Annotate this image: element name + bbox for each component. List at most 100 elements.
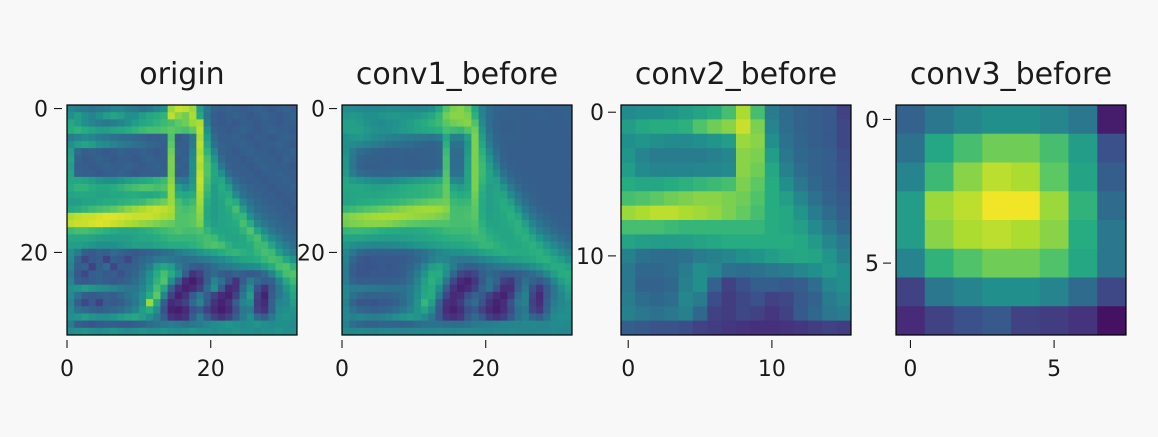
heatmap-cell	[1039, 191, 1069, 221]
heatmap-cell	[261, 313, 269, 322]
heatmap-cell	[282, 291, 291, 300]
heatmap-cell	[74, 263, 82, 271]
heatmap-cell	[282, 105, 291, 113]
heatmap-cell	[203, 126, 212, 135]
heatmap-cell	[131, 105, 140, 113]
heatmap-cell	[110, 112, 118, 120]
heatmap-cell	[449, 198, 458, 207]
heatmap-cell	[521, 234, 530, 242]
heatmap-cell	[356, 140, 364, 149]
heatmap-cell	[124, 198, 133, 207]
heatmap-cell	[167, 306, 176, 314]
heatmap-cell	[356, 291, 364, 300]
heatmap-cell	[435, 155, 444, 163]
heatmap-cell	[464, 126, 472, 135]
heatmap-cell	[370, 284, 379, 293]
heatmap-cell	[485, 313, 494, 322]
heatmap-cell	[492, 126, 501, 135]
heatmap-cell	[536, 306, 544, 314]
heatmap-cell	[435, 212, 444, 221]
heatmap-cell	[736, 320, 751, 336]
heatmap-cell	[399, 284, 408, 293]
heatmap-cell	[807, 234, 823, 250]
heatmap-cell	[239, 212, 248, 221]
heatmap-cell	[182, 191, 190, 199]
heatmap-cell	[550, 184, 559, 192]
heatmap-cell	[536, 205, 544, 214]
heatmap-cell	[268, 270, 276, 278]
heatmap-cell	[822, 320, 838, 336]
heatmap-cell	[102, 212, 111, 221]
heatmap-cell	[564, 220, 573, 228]
heatmap-cell	[110, 234, 118, 242]
heatmap-cell	[413, 140, 422, 149]
heatmap-cell	[153, 227, 161, 235]
heatmap-cell	[564, 148, 573, 156]
heatmap-cell	[246, 133, 255, 142]
heatmap-cell	[217, 270, 226, 278]
heatmap-cell	[793, 220, 809, 235]
heatmap-cell	[146, 234, 154, 242]
heatmap-cell	[514, 176, 523, 185]
heatmap-cell	[464, 241, 472, 250]
heatmap-cell	[478, 133, 487, 142]
heatmap-cell	[514, 155, 523, 163]
heatmap-conv3-before	[896, 105, 1127, 336]
heatmap-cell	[153, 306, 161, 314]
heatmap-cell	[822, 248, 838, 264]
heatmap-cell	[102, 320, 111, 329]
heatmap-cell	[275, 255, 284, 264]
heatmap-cell	[246, 148, 255, 156]
heatmap-cell	[528, 212, 537, 221]
heatmap-cell	[88, 140, 97, 149]
heatmap-cell	[736, 119, 751, 135]
heatmap-cell	[635, 263, 651, 278]
heatmap-cell	[406, 133, 415, 142]
heatmap-cell	[392, 234, 400, 242]
heatmap-cell	[95, 263, 104, 271]
heatmap-cell	[528, 255, 537, 264]
heatmap-cell	[449, 212, 458, 221]
heatmap-cell	[363, 162, 372, 171]
heatmap-cell	[232, 105, 240, 113]
heatmap-cell	[102, 191, 111, 199]
heatmap-cell	[167, 205, 176, 214]
heatmap-cell	[196, 155, 204, 163]
heatmap-cell	[435, 248, 444, 257]
heatmap-cell	[74, 313, 82, 322]
heatmap-cell	[635, 205, 651, 221]
heatmap-cell	[924, 105, 954, 135]
heatmap-cell	[521, 133, 530, 142]
heatmap-cell	[385, 227, 393, 235]
heatmap-cell	[138, 227, 147, 235]
heatmap-cell	[649, 148, 665, 163]
heatmap-cell	[435, 234, 444, 242]
heatmap-cell	[196, 220, 204, 228]
heatmap-cell	[349, 169, 357, 178]
heatmap-cell	[500, 234, 508, 242]
heatmap-cell	[289, 227, 298, 235]
heatmap-cell	[203, 133, 212, 142]
heatmap-cell	[707, 133, 723, 149]
heatmap-cell	[750, 191, 766, 207]
heatmap-cell	[356, 191, 364, 199]
heatmap-cell	[160, 105, 169, 113]
heatmap-cell	[342, 148, 350, 156]
heatmap-cell	[485, 140, 494, 149]
heatmap-cell	[442, 169, 451, 178]
heatmap-cell	[406, 284, 415, 293]
heatmap-cell	[167, 126, 176, 135]
heatmap-cell	[492, 327, 501, 336]
heatmap-cell	[485, 162, 494, 171]
heatmap-cell	[95, 198, 104, 207]
heatmap-cell	[131, 327, 140, 336]
heatmap-cell	[189, 126, 197, 135]
heatmap-cell	[232, 270, 240, 278]
heatmap-cell	[471, 126, 479, 135]
heatmap-cell	[692, 148, 708, 163]
heatmap-cell	[1097, 133, 1127, 163]
heatmap-cell	[457, 184, 465, 192]
heatmap-cell	[217, 105, 226, 113]
heatmap-cell	[370, 191, 379, 199]
heatmap-cell	[478, 220, 487, 228]
